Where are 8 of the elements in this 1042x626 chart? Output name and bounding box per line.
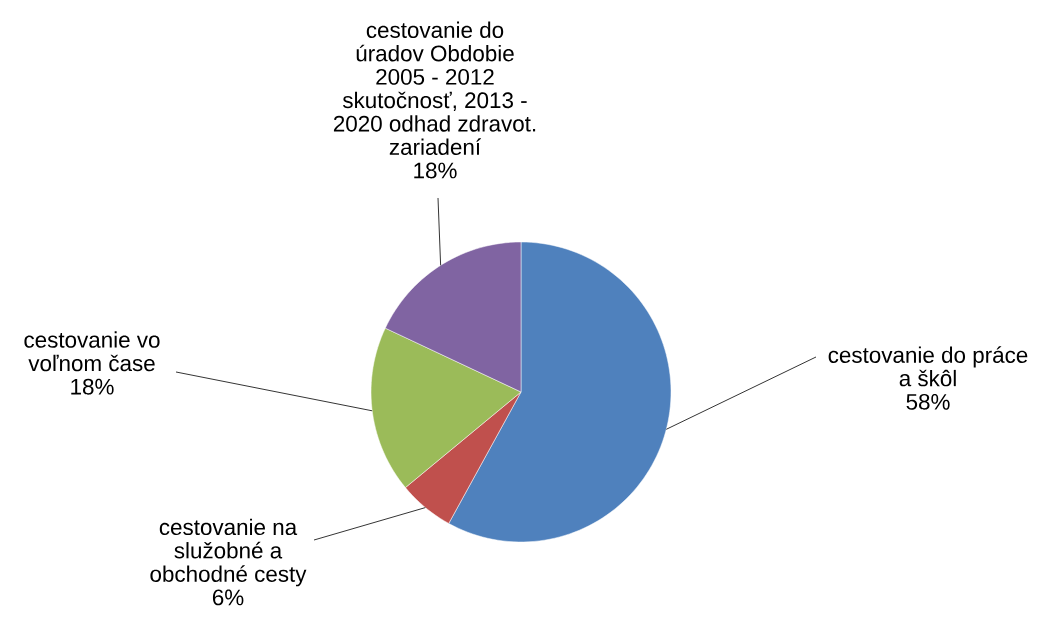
- slice-label: cestovanie do úradov Obdobie 2005 - 2012 skutočnosť, 2013 - 2020 odhad zdravot. zariadení: [333, 21, 536, 156]
- slice-label: cestovanie na služobné a obchodné cesty: [150, 518, 307, 587]
- slice-label: cestovanie do práce a škôl: [828, 346, 1028, 387]
- slice-label: cestovanie vo voľnom čase: [24, 331, 160, 372]
- data-label: 18%: [71, 378, 114, 395]
- data-label: 58%: [906, 393, 950, 410]
- data-label: 18%: [414, 162, 457, 179]
- data-label: 6%: [212, 589, 244, 606]
